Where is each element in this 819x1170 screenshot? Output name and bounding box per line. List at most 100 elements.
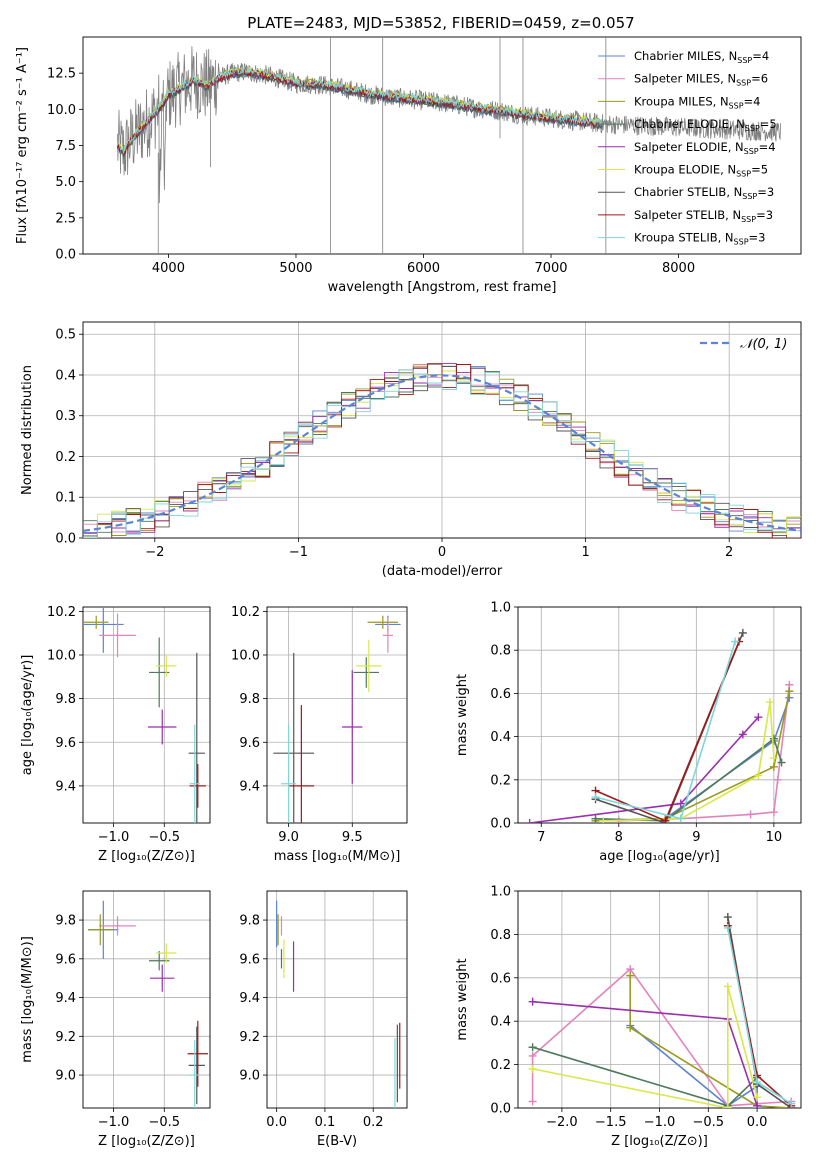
x-tick-label: −0.5 <box>148 830 180 845</box>
y-tick-label: 9.4 <box>55 991 76 1006</box>
spectrum-legend: Chabrier MILES, NSSP=4 Salpeter MILES, NS… <box>598 49 777 247</box>
x-tick-label: −1.0 <box>644 1115 676 1130</box>
x-tick-label: 0.2 <box>363 1115 384 1130</box>
x-tick-label: 2 <box>725 545 733 560</box>
x-tick-label: 1 <box>581 545 589 560</box>
y-tick-label: 0.0 <box>490 1102 511 1117</box>
weight-marker <box>528 1043 537 1052</box>
y-tick-label: 0.8 <box>490 928 511 943</box>
x-tick-label: 9.5 <box>342 830 363 845</box>
panel-frame <box>266 890 408 1109</box>
x-axis-label: (data-model)/error <box>382 564 503 579</box>
x-tick-label: 0 <box>438 545 446 560</box>
y-tick-label: 9.6 <box>55 952 76 967</box>
model-spectrum-8 <box>116 65 603 154</box>
y-tick-label: 10.2 <box>231 605 260 620</box>
weight-marker <box>769 734 778 743</box>
weight-marker <box>626 1023 635 1032</box>
legend-label-4: Salpeter ELODIE, NSSP=4 <box>634 140 776 156</box>
x-tick-label: −1.0 <box>98 830 130 845</box>
panels-layer: 4000 5000 6000 7000 80000.02.55.07.510.012.5… <box>15 36 802 1149</box>
weight-marker <box>528 1097 537 1106</box>
x-tick-label: 4000 <box>152 261 185 276</box>
panel-frame <box>82 890 211 1109</box>
y-tick-label: 10.0 <box>47 103 76 118</box>
y-tick-label: 0.6 <box>490 687 511 702</box>
y-tick-label: 1.0 <box>490 601 511 616</box>
x-tick-label: −2.0 <box>546 1115 578 1130</box>
y-tick-label: 0.4 <box>55 368 76 383</box>
y-axis-label: age [log₁₀(age/yr)] <box>20 655 35 776</box>
x-tick-label: 9 <box>692 830 700 845</box>
weight-marker <box>528 1064 537 1073</box>
legend-label-3: Chabrier ELODIE, NSSP=5 <box>634 117 777 133</box>
weight-marker <box>738 628 747 637</box>
panel-3-axes: 9.0 9.5 9.4 9.6 9.8 10.0 10.2 mass [log₁₀(M/M⊙)… <box>231 605 408 864</box>
y-tick-label: 9.4 <box>239 991 260 1006</box>
legend-label-0: Chabrier MILES, NSSP=4 <box>634 49 769 65</box>
y-axis-label: Normed distribution <box>20 365 35 495</box>
weight-marker <box>777 758 786 767</box>
weight-lines-7 <box>528 913 796 1108</box>
x-tick-label: 0.1 <box>315 1115 336 1130</box>
weight-series-1 <box>531 967 792 1107</box>
weight-marker <box>723 913 732 922</box>
y-tick-label: 9.0 <box>55 1069 76 1084</box>
y-tick-label: 9.8 <box>239 692 260 707</box>
y-tick-label: 0.5 <box>55 328 76 343</box>
panel-4-axes: 7 8 9 10 0.0 0.2 0.4 0.6 0.8 1.0 age [log₁₀(age/yr… <box>455 601 802 864</box>
weight-marker <box>525 819 534 823</box>
weight-marker <box>676 799 685 808</box>
weight-marker <box>754 713 763 722</box>
weight-marker <box>754 771 763 780</box>
y-tick-label: 9.2 <box>55 1030 76 1045</box>
weight-marker <box>626 971 635 980</box>
y-tick-label: 0.0 <box>55 532 76 547</box>
legend-label-2: Kroupa MILES, NSSP=4 <box>634 94 760 110</box>
weight-marker <box>591 814 600 823</box>
x-axis-label: Z [log₁₀(Z/Z⊙)] <box>611 1134 708 1149</box>
legend-label-6: Chabrier STELIB, NSSP=3 <box>634 185 774 201</box>
y-tick-label: 0.0 <box>490 817 511 832</box>
weight-marker <box>723 923 732 932</box>
weight-marker <box>591 793 600 802</box>
weight-marker <box>785 687 794 696</box>
x-tick-label: −1 <box>289 545 308 560</box>
weight-marker <box>528 1051 537 1060</box>
x-axis-label: age [log₁₀(age/yr)] <box>599 849 720 864</box>
panel-0-axes: 4000 5000 6000 7000 8000 0.0 2.5 5.0 7.5 10.0 12.5… <box>15 36 802 295</box>
histogram-series-7 <box>83 363 801 538</box>
y-tick-label: 10.0 <box>47 649 76 664</box>
weight-marker <box>765 698 774 707</box>
x-axis-label: E(B-V) <box>317 1134 357 1149</box>
y-tick-label: 0.6 <box>490 971 511 986</box>
weight-marker <box>769 808 778 817</box>
y-tick-label: 9.6 <box>55 736 76 751</box>
x-tick-label: 9.0 <box>278 830 299 845</box>
panel-frame <box>266 606 408 824</box>
x-tick-label: 10 <box>766 830 783 845</box>
legend-label-1: Salpeter MILES, NSSP=6 <box>634 72 768 88</box>
x-tick-label: −1.0 <box>98 1115 130 1130</box>
y-tick-label: 0.2 <box>490 1058 511 1073</box>
weight-marker <box>723 1104 732 1108</box>
y-tick-label: 0.2 <box>490 773 511 788</box>
spectrum-lines <box>116 37 781 254</box>
weight-marker <box>676 814 685 823</box>
legend-label-8: Kroupa STELIB, NSSP=3 <box>634 231 765 247</box>
weight-marker <box>599 816 608 823</box>
weight-series-4 <box>529 716 759 823</box>
x-tick-label: 0.0 <box>266 1115 287 1130</box>
x-tick-label: 8 <box>615 830 623 845</box>
y-tick-label: 9.0 <box>239 1069 260 1084</box>
errorbars-2 <box>83 607 206 823</box>
y-tick-label: 9.8 <box>55 914 76 929</box>
legend-label-7: Salpeter STELIB, NSSP=3 <box>634 208 773 224</box>
normal-curve <box>83 374 801 532</box>
y-tick-label: 10.0 <box>231 649 260 664</box>
x-tick-label: 8000 <box>662 261 695 276</box>
panel-frame <box>517 890 802 1109</box>
weight-lines-4 <box>525 628 794 823</box>
y-tick-label: 9.8 <box>55 692 76 707</box>
